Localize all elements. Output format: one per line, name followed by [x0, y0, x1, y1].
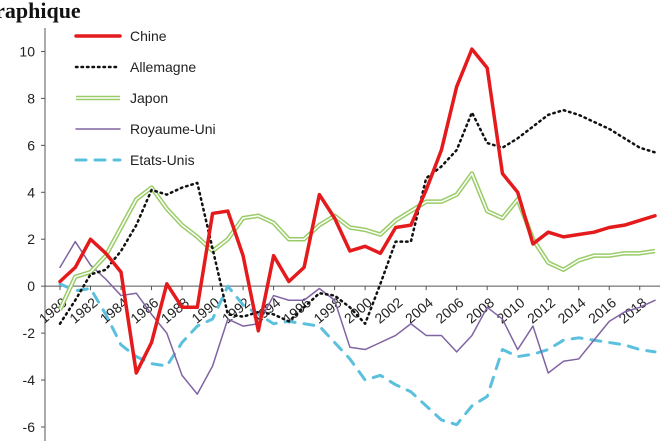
legend-label-chine: Chine: [130, 28, 167, 44]
legend-label-etats-unis: Etats-Unis: [130, 152, 195, 168]
series-line-chine: [58, 47, 657, 375]
legend-label-allemagne: Allemagne: [130, 59, 196, 75]
y-axis-ticks: -6 -4 -2 0 2 4 6 8 10: [19, 43, 45, 435]
series-line-etats-unis: [58, 282, 657, 427]
y-tick-label: -4: [23, 372, 36, 388]
series-line-royaume-uni: [59, 240, 656, 395]
y-tick-label: 2: [27, 231, 35, 247]
series-line-japon-inner: [59, 172, 656, 310]
legend-label-japon: Japon: [130, 90, 168, 106]
chart-legend: Chine Allemagne Japon Royaume-Uni Etats-Unis: [74, 28, 216, 168]
y-tick-label: -6: [23, 419, 36, 435]
header-fragment: Graphique: [0, 0, 81, 23]
y-tick-label: 6: [27, 137, 35, 153]
y-tick-label: -2: [23, 325, 36, 341]
y-tick-label: 8: [27, 90, 35, 106]
series-line-allemagne: [58, 108, 657, 325]
legend-label-royaume-uni: Royaume-Uni: [130, 121, 216, 137]
y-tick-label: 4: [27, 184, 35, 200]
y-tick-label: 0: [27, 278, 35, 294]
series-layer: [57, 47, 657, 427]
y-tick-label: 10: [19, 43, 35, 59]
